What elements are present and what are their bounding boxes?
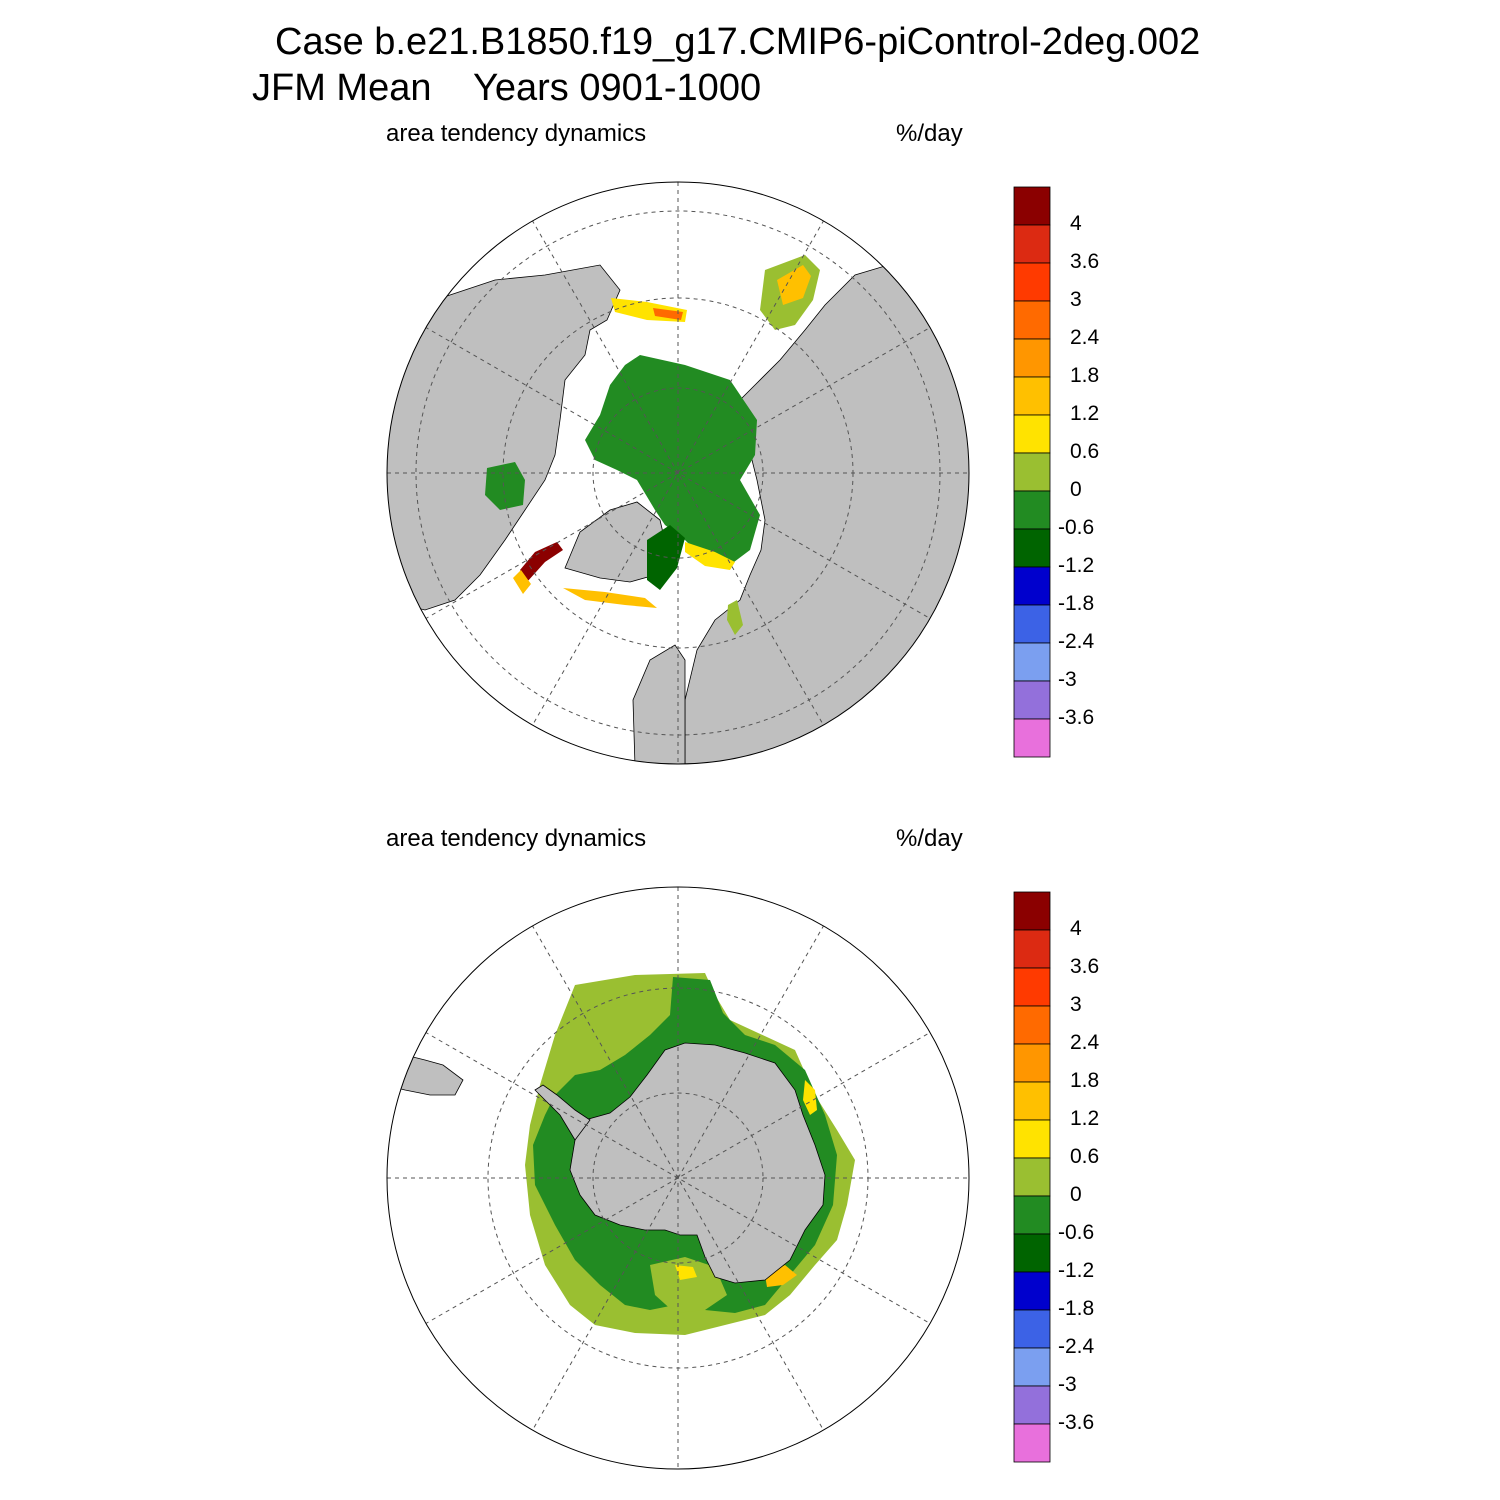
colorbar-north [1013,186,1051,758]
colorbar-swatch [1013,490,1051,530]
colorbar-tick-label: 3 [1070,993,1082,1016]
colorbar-swatch [1013,1005,1051,1045]
colorbar-tick-label: 0 [1070,1183,1082,1206]
colorbar-swatch [1013,967,1051,1007]
colorbar-tick-label: -0.6 [1058,1221,1095,1244]
colorbar-swatch [1013,642,1051,682]
figure-title-period: JFM Mean Years 0901-1000 [252,67,762,109]
colorbar-tick-label: -0.6 [1058,516,1095,539]
colorbar-swatch [1013,300,1051,340]
colorbar-swatch [1013,414,1051,454]
panel-units-label: %/day [896,825,963,852]
colorbar-swatch [1013,224,1051,264]
colorbar-tick-label: 2.4 [1070,1031,1100,1054]
colorbar-tick-label: 0.6 [1070,440,1100,463]
colorbar-tick-label: -1.8 [1058,1297,1095,1320]
colorbar-tick-label: 0 [1070,478,1082,501]
colorbar-tick-label: 0.6 [1070,1145,1100,1168]
colorbar-tick-label: 3 [1070,288,1082,311]
field-greenland-sea [563,588,657,608]
map-boundary [386,181,970,765]
colorbar-swatch [1013,929,1051,969]
field-ross-patch [650,1257,727,1313]
colorbar-swatch [1013,1157,1051,1197]
field-hudson-bay [485,462,525,510]
colorbar-tick-label: 4 [1070,917,1082,940]
colorbar-tick-label: -3 [1058,668,1077,691]
field-okhotsk-yellow [777,265,811,305]
colorbar-tick-label: 2.4 [1070,326,1100,349]
field-amery-edge [765,1265,797,1287]
colorbar-tick-label: 1.8 [1070,364,1100,387]
map-boundary [386,886,970,1470]
panel-units-label: %/day [896,120,963,147]
field-ross-yellow [675,1265,697,1280]
north-polar-map [386,181,970,765]
colorbar-tick-label: 3.6 [1070,250,1100,273]
colorbar-swatch [1013,680,1051,720]
panel-north: area tendency dynamics %/day [0,0,1500,765]
figure-title-case: Case b.e21.B1850.f19_g17.CMIP6-piControl… [275,21,1201,63]
land-north-america [387,264,621,611]
panel-left-label: area tendency dynamics [386,120,647,147]
colorbar-swatch [1013,1423,1051,1463]
land-antarctica [569,1042,826,1284]
graticule [387,887,969,1469]
colorbar-swatch [1013,891,1051,931]
field-bering-red [653,308,683,320]
colorbar-tick-label: -2.4 [1058,630,1095,653]
colorbar-tick-label: -2.4 [1058,1335,1095,1358]
colorbar-tick-label: 4 [1070,212,1082,235]
colorbar-swatch [1013,1271,1051,1311]
colorbar-swatch [1013,1347,1051,1387]
colorbar-swatch [1013,1233,1051,1273]
colorbar-tick-label: 1.2 [1070,1107,1100,1130]
graticule [387,182,969,764]
colorbar-swatch [1013,718,1051,758]
colorbar-tick-label: -1.8 [1058,592,1095,615]
colorbar-swatch [1013,376,1051,416]
colorbar-swatch [1013,262,1051,302]
colorbar-swatch [1013,452,1051,492]
colorbar-swatch [1013,1043,1051,1083]
colorbar-tick-label: 1.8 [1070,1069,1100,1092]
colorbar-tick-label: -3 [1058,1373,1077,1396]
colorbar-swatch [1013,1195,1051,1235]
field-labrador-yellow [513,570,531,594]
colorbar-tick-label: -1.2 [1058,1259,1095,1282]
colorbar-tick-label: -1.2 [1058,554,1095,577]
colorbar-swatch [1013,528,1051,568]
colorbar-swatch [1013,1309,1051,1349]
colorbar-tick-label: -3.6 [1058,706,1095,729]
colorbar-tick-label: -3.6 [1058,1411,1095,1434]
colorbar-swatch [1013,566,1051,606]
panel-south: area tendency dynamics %/day [0,705,1500,1470]
field-barents-edge [685,542,735,570]
colorbar-swatch [1013,338,1051,378]
colorbar-tick-label: 1.2 [1070,402,1100,425]
panel-left-label: area tendency dynamics [386,825,647,852]
field-labrador-red [520,542,563,582]
colorbar-swatch [1013,1119,1051,1159]
colorbar-swatch [1013,186,1051,226]
colorbar-swatch [1013,1385,1051,1425]
south-polar-map [386,886,970,1470]
colorbar-tick-label: 3.6 [1070,955,1100,978]
land-antarctic-peninsula [534,1084,591,1141]
colorbar-swatch [1013,1081,1051,1121]
land-europe [632,644,686,764]
colorbar-swatch [1013,604,1051,644]
field-weddell-yellow [803,1080,817,1115]
colorbar-south [1013,891,1051,1463]
field-baltic [727,600,743,635]
